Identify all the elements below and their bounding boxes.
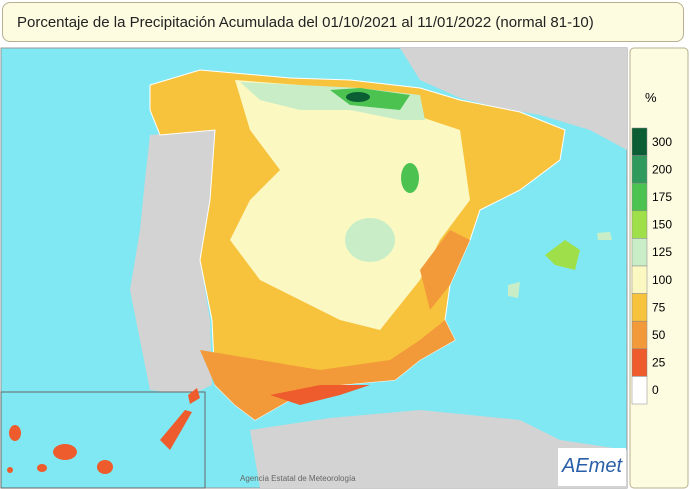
zone-wet bbox=[345, 218, 395, 262]
legend-label: 125 bbox=[652, 245, 672, 259]
legend-label: 50 bbox=[652, 328, 666, 342]
menorca bbox=[597, 232, 612, 240]
legend-label: 75 bbox=[652, 300, 666, 314]
legend-swatch bbox=[631, 293, 648, 322]
credit: Agencia Estatal de Meteorología bbox=[240, 474, 356, 483]
legend-unit: % bbox=[645, 90, 657, 105]
zone-very-dry bbox=[270, 385, 370, 405]
portugal bbox=[130, 130, 215, 395]
legend-swatch bbox=[631, 155, 648, 184]
zone-dry bbox=[200, 320, 455, 420]
title: Porcentaje de la Precipitación Acumulada… bbox=[2, 2, 684, 42]
logo: AEmet bbox=[561, 455, 623, 477]
legend-swatch bbox=[631, 210, 648, 239]
legend-swatch bbox=[631, 376, 648, 405]
legend: 300 200 175 150 125 100 75 50 25 0 bbox=[631, 127, 672, 405]
legend-label: 150 bbox=[652, 218, 672, 232]
legend-swatch bbox=[631, 238, 648, 267]
ibiza bbox=[508, 282, 520, 298]
zone-max bbox=[346, 92, 370, 102]
legend-label: 175 bbox=[652, 190, 672, 204]
zone-dry bbox=[420, 230, 470, 310]
legend-label: 100 bbox=[652, 273, 672, 287]
zone-normal bbox=[230, 80, 470, 330]
france bbox=[400, 48, 627, 150]
legend-swatch bbox=[631, 265, 648, 294]
mallorca bbox=[545, 240, 580, 270]
legend-label: 200 bbox=[652, 162, 672, 176]
legend-label: 300 bbox=[652, 135, 672, 149]
africa bbox=[250, 410, 627, 488]
zone-very-wet bbox=[401, 163, 419, 193]
legend-swatch bbox=[631, 348, 648, 377]
legend-label: 0 bbox=[652, 383, 659, 397]
canary-islands bbox=[7, 388, 200, 474]
legend-swatch bbox=[631, 320, 648, 350]
legend-swatch bbox=[631, 127, 648, 156]
legend-label: 25 bbox=[652, 356, 666, 370]
legend-swatch bbox=[631, 182, 648, 212]
logo-box bbox=[558, 448, 626, 486]
